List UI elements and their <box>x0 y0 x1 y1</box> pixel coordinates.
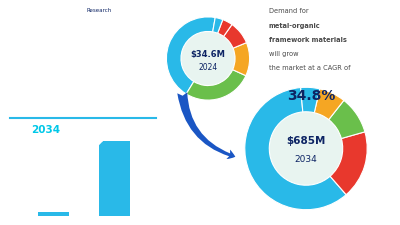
Bar <box>99 141 130 216</box>
Circle shape <box>269 112 343 185</box>
Wedge shape <box>213 18 223 33</box>
Wedge shape <box>233 43 250 76</box>
Text: 2034: 2034 <box>32 125 61 135</box>
Text: forecast to exceed: forecast to exceed <box>10 75 107 85</box>
Bar <box>38 212 68 216</box>
Wedge shape <box>314 89 344 120</box>
Text: $685M: $685M <box>286 136 326 146</box>
Text: metal-organic: metal-organic <box>269 23 320 29</box>
Wedge shape <box>166 17 215 94</box>
Wedge shape <box>330 132 367 195</box>
Text: 34.8%: 34.8% <box>287 89 335 103</box>
Text: materials: materials <box>94 55 146 65</box>
Wedge shape <box>301 87 320 113</box>
Wedge shape <box>245 88 346 210</box>
Text: the market at a CAGR of: the market at a CAGR of <box>269 65 350 71</box>
Text: Metal-organic: Metal-organic <box>10 33 107 46</box>
Wedge shape <box>329 100 365 139</box>
Text: US$685M: US$685M <box>10 100 106 118</box>
Text: Demand for: Demand for <box>269 8 311 14</box>
Text: framework: framework <box>10 55 86 68</box>
Text: 2034: 2034 <box>295 155 317 164</box>
Text: by: by <box>10 125 26 135</box>
Wedge shape <box>186 70 246 100</box>
Text: will grow: will grow <box>269 51 298 57</box>
Text: framework materials: framework materials <box>269 37 347 43</box>
Text: 2024: 2024 <box>198 63 218 72</box>
Text: Research: Research <box>86 8 112 13</box>
Text: $34.6M: $34.6M <box>190 50 226 59</box>
Text: IDTechEx: IDTechEx <box>10 8 49 17</box>
Wedge shape <box>218 20 232 36</box>
Wedge shape <box>224 25 246 48</box>
Circle shape <box>181 32 235 86</box>
